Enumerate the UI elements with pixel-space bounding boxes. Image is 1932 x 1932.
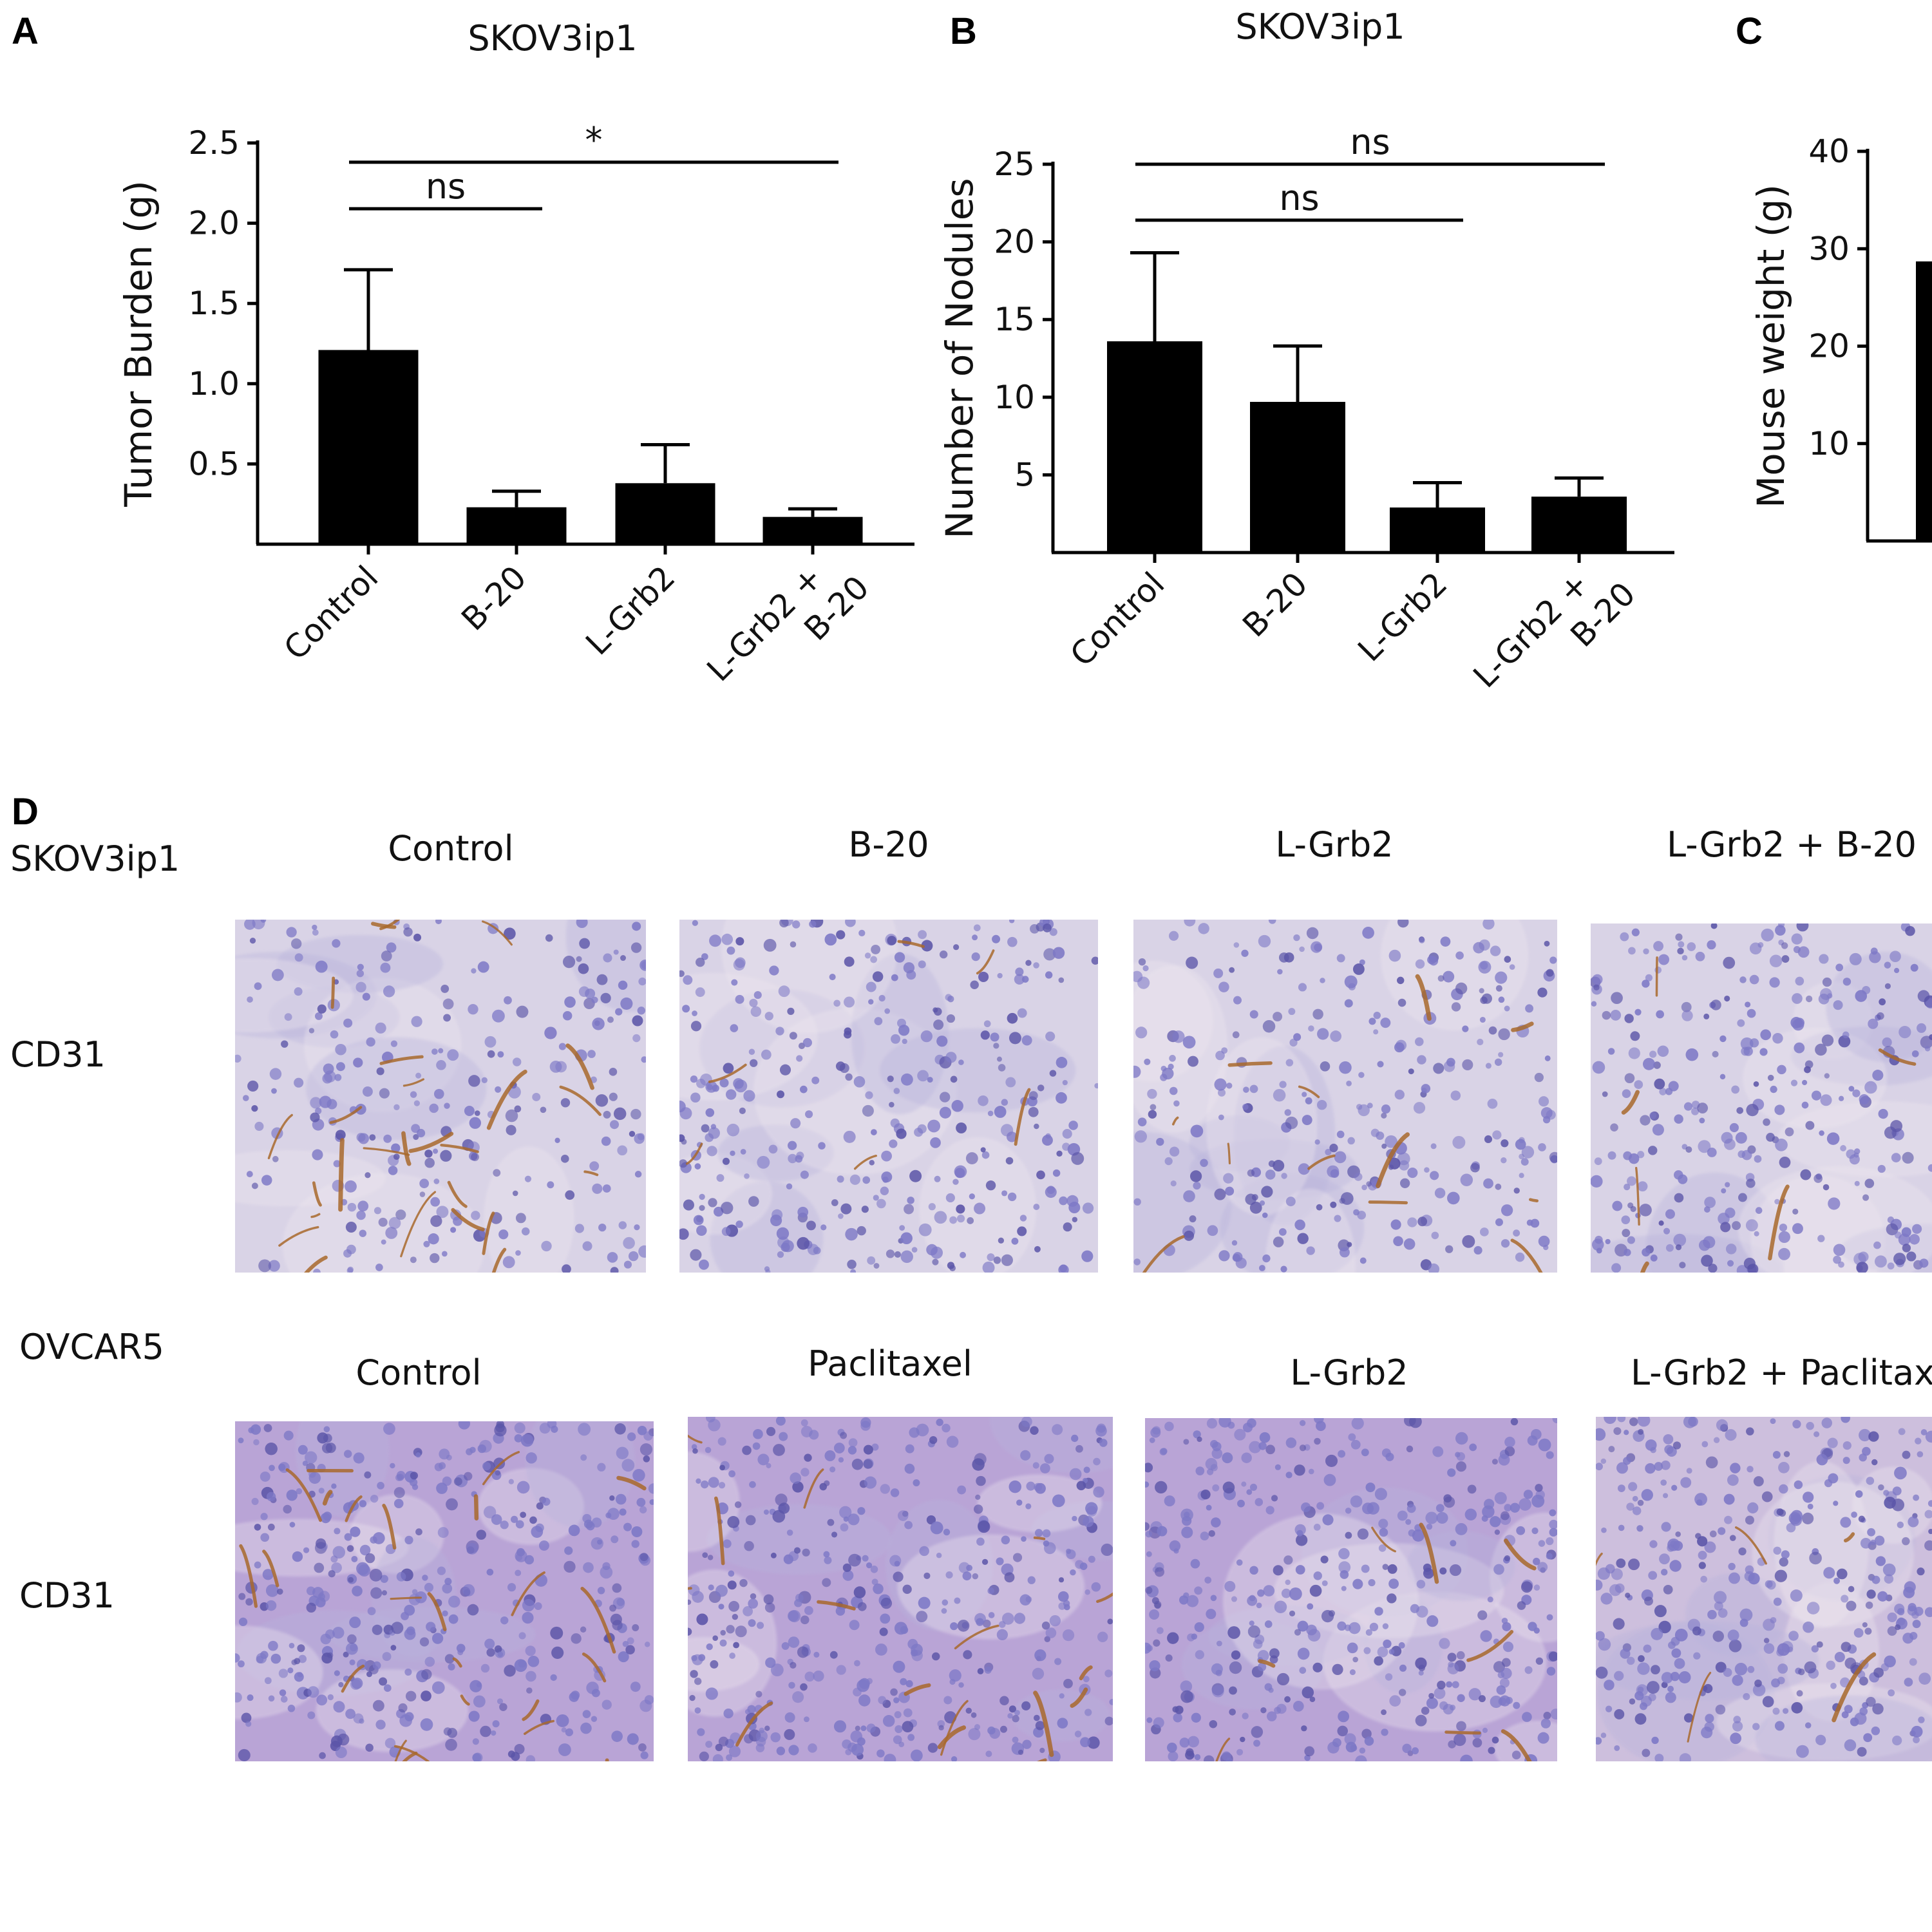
chart-mouse-weight: Mouse weight (g) 10 20 30 40 Co <box>1749 133 1932 615</box>
chart-title: SKOV3ip1 <box>1235 6 1405 47</box>
row1-header-control: Control <box>388 828 513 869</box>
bar <box>1390 507 1485 553</box>
y-axis-label: Number of Nodules <box>938 178 981 538</box>
y-tick-label: 5 <box>1014 456 1035 493</box>
tile-skov-lgrb2-b20 <box>1591 923 1932 1273</box>
tile-skov-b20 <box>679 920 1098 1273</box>
row2-header-lgrb2-paclitaxel: L-Grb2 + Paclitaxe <box>1631 1352 1932 1393</box>
category-label: L-Grb2 <box>578 558 682 662</box>
y-tick-label: 10 <box>994 379 1035 416</box>
category-label: Control <box>277 558 386 667</box>
row2-stain-label: CD31 <box>19 1575 115 1616</box>
category-label: B-20 <box>1235 565 1314 644</box>
y-tick-label: 2.5 <box>188 124 240 162</box>
y-tick-label: 25 <box>994 146 1035 183</box>
bar <box>1107 341 1202 553</box>
tile-ovcar-paclitaxel <box>688 1417 1113 1761</box>
y-tick-label: 20 <box>1808 328 1850 365</box>
y-tick-label: 40 <box>1808 133 1850 170</box>
category-label: L-Grb2 <box>1350 565 1454 668</box>
tile-ovcar-lgrb2-paclitaxel <box>1596 1417 1932 1761</box>
y-tick-label: 20 <box>994 223 1035 261</box>
bar <box>1916 261 1932 541</box>
category-label: L-Grb2 +B-20 <box>700 540 876 717</box>
bar <box>1250 402 1345 553</box>
y-tick-label: 10 <box>1808 425 1850 462</box>
row2-header-control: Control <box>355 1352 481 1393</box>
row2-cell-line-label: OVCAR5 <box>19 1327 164 1367</box>
category-label: L-Grb2 +B-20 <box>1466 547 1643 723</box>
chart-title: SKOV3ip1 <box>468 18 637 59</box>
y-tick-label: 0.5 <box>188 445 240 482</box>
y-tick-label: 2.0 <box>188 205 240 242</box>
row2-header-lgrb2: L-Grb2 <box>1290 1352 1408 1393</box>
significance-label: * <box>585 120 603 160</box>
y-tick-label: 1.0 <box>188 365 240 402</box>
row1-header-b20: B-20 <box>848 824 929 865</box>
category-label: Control <box>1063 565 1172 674</box>
row1-stain-label: CD31 <box>10 1034 106 1075</box>
bar <box>1531 497 1627 553</box>
bar <box>615 483 715 544</box>
significance-label: ns <box>426 166 466 207</box>
tile-skov-lgrb2 <box>1133 920 1557 1273</box>
y-tick-label: 15 <box>994 301 1035 338</box>
y-axis-label: Mouse weight (g) <box>1749 184 1793 508</box>
panel-letter-c: C <box>1736 10 1763 52</box>
y-tick-label: 1.5 <box>188 285 240 322</box>
panel-letter-d: D <box>12 791 39 833</box>
chart-tumor-burden: SKOV3ip1 Tumor Burden (g) 0.5 1.0 1.5 2.0 2.5 C… <box>117 18 914 717</box>
microscopy-grid <box>235 920 1932 1761</box>
panel-letter-b: B <box>950 10 977 52</box>
category-label: Co <box>1925 558 1932 614</box>
row2-header-paclitaxel: Paclitaxel <box>808 1343 972 1384</box>
y-tick-label: 30 <box>1808 230 1850 267</box>
tile-skov-control <box>235 920 646 1273</box>
category-label: B-20 <box>454 558 533 638</box>
row1-header-lgrb2: L-Grb2 <box>1275 824 1393 865</box>
panel-letter-a: A <box>12 10 39 52</box>
y-axis-label: Tumor Burden (g) <box>117 180 160 507</box>
chart-number-of-nodules: SKOV3ip1 Number of Nodules 5 10 15 20 25 Contro… <box>938 6 1674 723</box>
tile-ovcar-control <box>235 1421 654 1761</box>
row1-header-lgrb2-b20: L-Grb2 + B-20 <box>1667 824 1917 865</box>
significance-label: ns <box>1279 178 1319 218</box>
tile-ovcar-lgrb2 <box>1145 1418 1557 1761</box>
bar <box>466 507 567 544</box>
row1-cell-line-label: SKOV3ip1 <box>10 838 180 879</box>
bar <box>318 350 419 544</box>
bar <box>762 516 863 544</box>
significance-label: ns <box>1350 122 1390 162</box>
